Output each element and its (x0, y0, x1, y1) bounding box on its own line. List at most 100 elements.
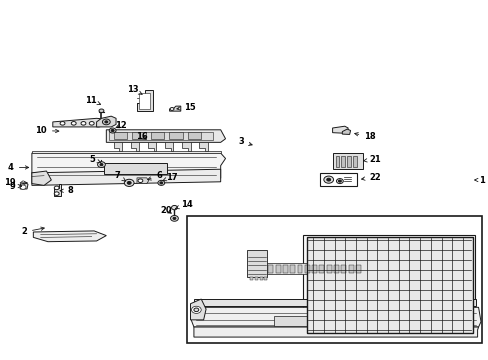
Polygon shape (194, 299, 475, 306)
Bar (186, 216, 482, 343)
Polygon shape (20, 183, 28, 189)
Text: 22: 22 (361, 173, 380, 182)
Circle shape (170, 216, 178, 221)
Text: 12: 12 (115, 121, 126, 130)
Circle shape (81, 122, 86, 125)
Bar (150, 132, 164, 139)
Bar (332, 153, 362, 168)
Text: 2: 2 (21, 227, 44, 237)
Bar (187, 132, 201, 139)
Bar (283, 265, 287, 273)
Bar (268, 265, 273, 273)
Polygon shape (332, 126, 347, 134)
Text: 11: 11 (85, 96, 101, 105)
Circle shape (104, 121, 107, 123)
Polygon shape (194, 327, 478, 337)
Circle shape (98, 162, 105, 167)
Circle shape (60, 122, 65, 125)
Polygon shape (259, 277, 262, 280)
Bar (341, 156, 345, 167)
Polygon shape (32, 153, 225, 182)
Bar (306, 237, 472, 333)
Text: 21: 21 (363, 155, 380, 164)
Polygon shape (254, 277, 257, 280)
Text: 6: 6 (147, 171, 162, 180)
Circle shape (158, 180, 164, 185)
Bar (303, 235, 474, 335)
Bar (275, 265, 280, 273)
Text: 7: 7 (115, 171, 125, 181)
Polygon shape (130, 142, 139, 151)
Polygon shape (147, 142, 156, 151)
Polygon shape (54, 184, 61, 196)
Circle shape (138, 179, 142, 183)
Text: 8: 8 (60, 186, 73, 195)
Text: 13: 13 (127, 85, 142, 94)
Bar (319, 265, 324, 273)
Polygon shape (97, 116, 116, 127)
Polygon shape (199, 142, 207, 151)
Bar (304, 265, 309, 273)
Bar (297, 265, 302, 273)
Circle shape (102, 119, 110, 125)
Text: 4: 4 (8, 163, 29, 172)
Circle shape (100, 163, 102, 166)
Bar (139, 93, 149, 109)
Circle shape (111, 130, 114, 132)
Bar (335, 156, 339, 167)
Bar (333, 265, 338, 273)
Text: 19: 19 (4, 178, 27, 187)
Circle shape (336, 179, 343, 184)
Circle shape (170, 108, 174, 111)
Text: 1: 1 (474, 176, 484, 185)
Circle shape (191, 306, 201, 314)
Polygon shape (164, 142, 173, 151)
Polygon shape (137, 178, 148, 184)
Polygon shape (32, 150, 220, 153)
Bar (103, 163, 167, 174)
Circle shape (194, 308, 199, 312)
Circle shape (338, 180, 341, 182)
Polygon shape (53, 118, 103, 127)
Circle shape (71, 122, 76, 125)
Text: 18: 18 (354, 132, 375, 141)
Polygon shape (33, 231, 106, 242)
Text: 9: 9 (10, 181, 21, 190)
Polygon shape (249, 277, 252, 280)
Circle shape (171, 206, 177, 210)
Circle shape (160, 182, 163, 184)
Bar (247, 250, 266, 277)
Polygon shape (169, 106, 181, 111)
Bar (132, 132, 145, 139)
Circle shape (109, 128, 116, 133)
Text: 17: 17 (163, 173, 178, 182)
Text: 15: 15 (177, 103, 196, 112)
Bar (346, 156, 350, 167)
Bar (169, 132, 183, 139)
Text: 5: 5 (89, 155, 101, 164)
Polygon shape (190, 299, 205, 320)
Circle shape (127, 181, 131, 184)
Text: 3: 3 (238, 137, 252, 146)
Polygon shape (137, 90, 152, 111)
Text: 20: 20 (160, 206, 172, 215)
Polygon shape (32, 171, 51, 185)
Circle shape (323, 176, 333, 183)
Bar (113, 132, 127, 139)
Bar (274, 316, 322, 326)
Bar (341, 265, 346, 273)
Polygon shape (342, 129, 350, 134)
Polygon shape (264, 277, 267, 280)
Text: 10: 10 (35, 126, 59, 135)
Bar (311, 265, 316, 273)
Bar (290, 265, 295, 273)
Circle shape (20, 185, 26, 189)
Bar (326, 265, 331, 273)
Text: 16: 16 (136, 132, 147, 141)
Polygon shape (106, 130, 225, 142)
Polygon shape (182, 142, 190, 151)
Bar (348, 265, 353, 273)
Circle shape (124, 179, 134, 186)
Circle shape (54, 192, 59, 195)
Circle shape (89, 122, 94, 125)
